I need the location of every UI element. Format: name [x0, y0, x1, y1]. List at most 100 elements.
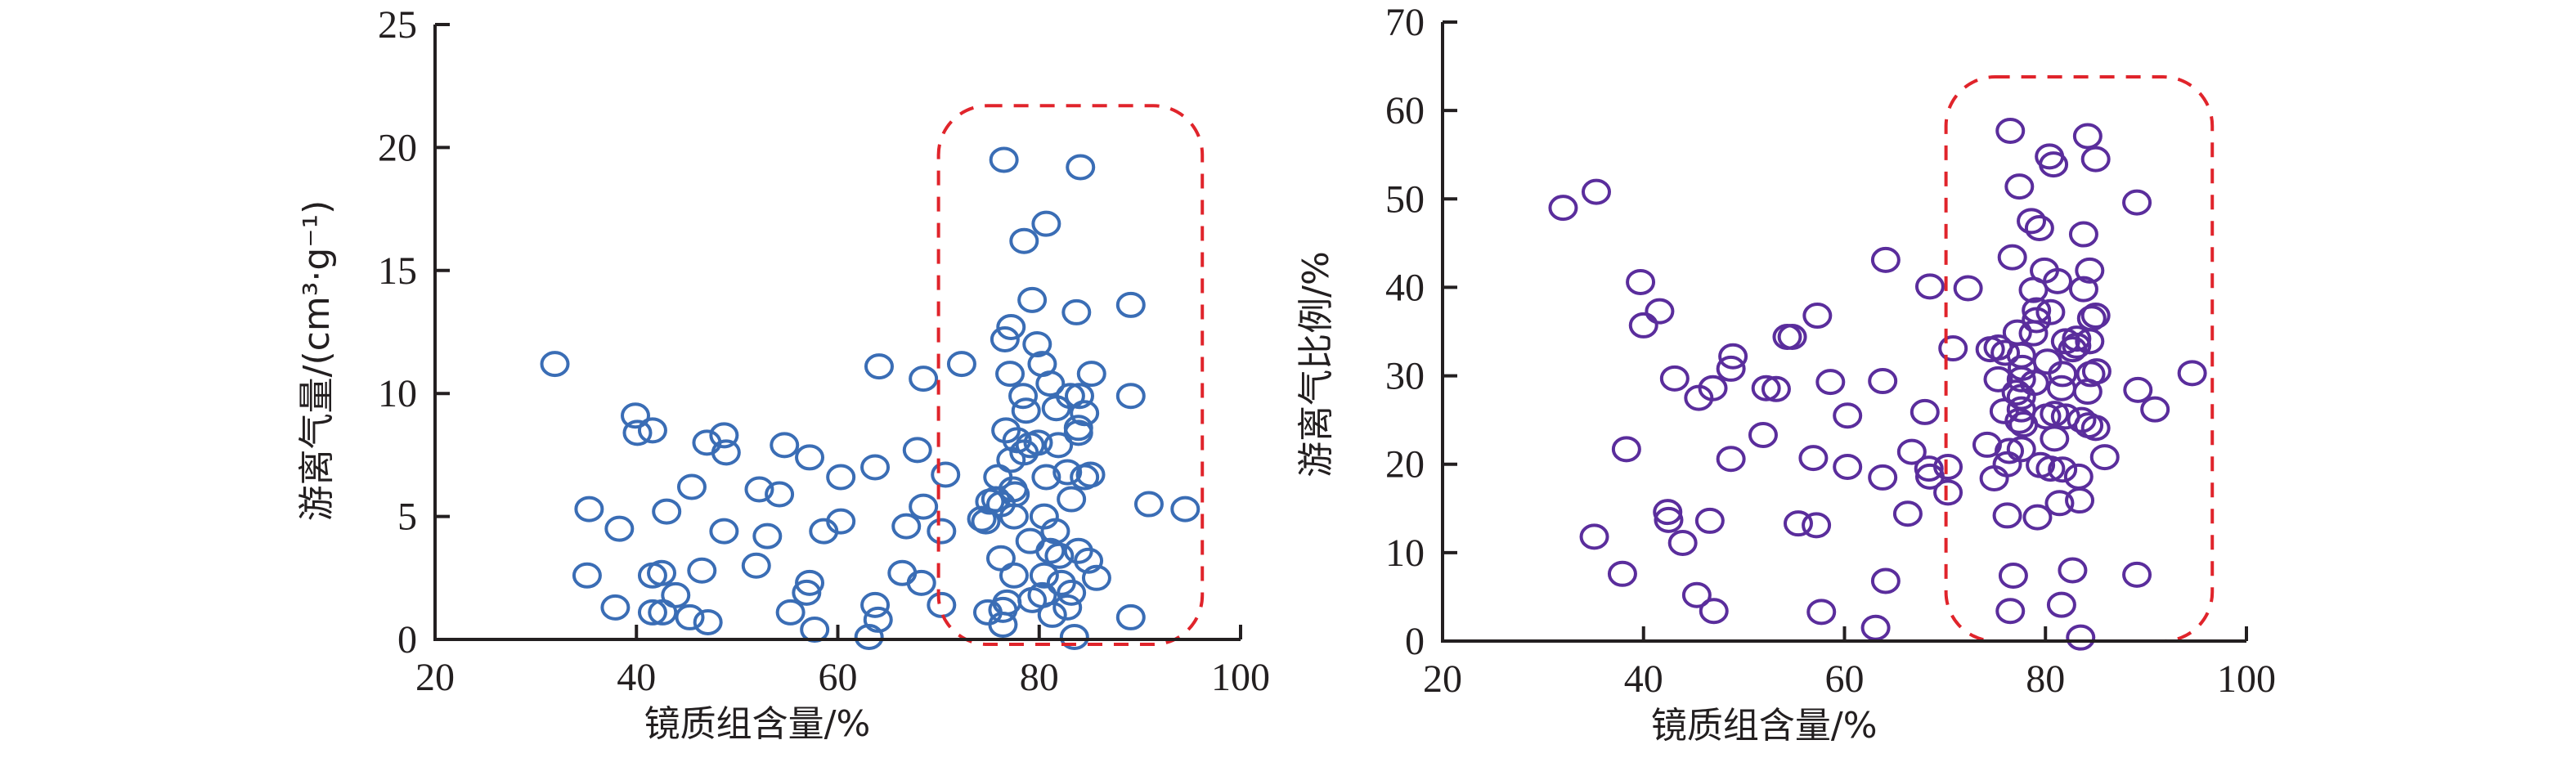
data-point: [752, 523, 783, 549]
data-point: [637, 417, 667, 444]
y-tick-label: 20: [378, 126, 417, 169]
data-point: [1063, 415, 1093, 442]
y-tick-label: 10: [1385, 531, 1425, 575]
data-point: [637, 599, 667, 626]
data-point: [1654, 506, 1684, 533]
data-point: [1953, 275, 1983, 302]
scatter-points: [540, 146, 1200, 650]
data-point: [1751, 375, 1781, 401]
data-point: [2040, 425, 2070, 452]
data-point: [1995, 437, 2025, 464]
data-point: [996, 313, 1026, 340]
data-point: [988, 611, 1018, 638]
x-tick-label: 80: [1020, 656, 1059, 699]
y-tick-label: 10: [378, 372, 417, 415]
data-point: [1579, 523, 1609, 550]
data-point: [1645, 298, 1675, 325]
data-point: [2080, 146, 2111, 173]
data-point: [676, 473, 707, 500]
data-point: [687, 557, 717, 584]
data-point: [891, 513, 922, 540]
data-point: [1076, 361, 1106, 388]
y-tick-label: 5: [397, 496, 417, 539]
data-point: [2065, 487, 2095, 514]
data-point: [1914, 455, 1944, 482]
data-point: [1133, 491, 1164, 518]
data-point: [860, 591, 891, 618]
data-point: [946, 351, 976, 378]
data-point: [1868, 464, 1898, 491]
data-point: [1868, 368, 1898, 395]
data-point: [2058, 557, 2088, 584]
data-point: [1011, 397, 1041, 424]
data-point: [2024, 214, 2054, 241]
x-tick-label: 40: [1624, 657, 1663, 701]
data-point: [1667, 529, 1698, 556]
data-point: [1170, 496, 1200, 523]
data-point: [1718, 343, 1748, 370]
x-tick-label: 60: [819, 656, 858, 699]
data-point: [2122, 189, 2152, 216]
axes: [433, 25, 1241, 641]
data-point: [1015, 527, 1045, 554]
data-point: [1115, 291, 1146, 318]
data-point: [709, 518, 739, 545]
y-tick-label: 0: [1405, 620, 1425, 663]
data-point: [1659, 365, 1690, 392]
x-tick-label: 80: [2026, 657, 2065, 701]
data-point: [854, 623, 884, 650]
data-point: [765, 481, 795, 508]
data-point: [2035, 455, 2066, 482]
data-point: [1061, 298, 1092, 325]
data-point: [709, 422, 739, 449]
data-point: [1983, 366, 2013, 392]
data-point: [931, 461, 961, 488]
x-axis-title: 镜质组含量/%: [644, 703, 871, 745]
data-point: [826, 508, 856, 535]
data-point: [1716, 446, 1746, 473]
x-tick-label: 40: [617, 656, 656, 699]
data-point: [1783, 510, 1813, 537]
data-point: [1070, 400, 1100, 427]
data-point: [600, 594, 631, 621]
data-point: [1716, 355, 1746, 382]
data-point: [1057, 579, 1087, 606]
data-point: [2058, 336, 2088, 363]
data-point: [1990, 339, 2021, 366]
data-point: [2006, 366, 2036, 392]
data-point: [1833, 402, 1863, 429]
x-tick-label: 60: [1825, 657, 1865, 701]
data-point: [995, 361, 1025, 388]
x-tick-label: 100: [2217, 657, 2276, 701]
y-tick-label: 60: [1385, 89, 1425, 132]
data-point: [621, 402, 651, 429]
highlight-box: [936, 104, 1205, 647]
data-point: [1892, 500, 1923, 527]
data-point: [2062, 332, 2092, 359]
data-point: [971, 508, 1001, 535]
data-point: [1833, 453, 1863, 480]
y-tick-label: 15: [378, 249, 417, 293]
data-point: [887, 559, 918, 586]
data-point: [1043, 432, 1074, 459]
data-point: [826, 464, 856, 491]
data-point: [2063, 463, 2094, 490]
y-tick-label: 30: [1385, 355, 1425, 398]
data-point: [800, 616, 830, 643]
data-point: [1052, 594, 1083, 621]
data-point: [2048, 361, 2078, 388]
data-point: [1057, 486, 1087, 513]
data-point: [2062, 325, 2092, 352]
data-point: [1626, 268, 1656, 295]
data-point: [906, 569, 936, 596]
data-point: [1115, 383, 1146, 410]
data-point: [2004, 173, 2035, 200]
data-point: [927, 591, 957, 618]
data-point: [1938, 335, 1968, 362]
data-point: [985, 545, 1016, 572]
data-point: [1115, 603, 1146, 630]
data-point: [1870, 567, 1901, 594]
data-point: [1037, 601, 1067, 628]
data-point: [1611, 436, 1641, 463]
